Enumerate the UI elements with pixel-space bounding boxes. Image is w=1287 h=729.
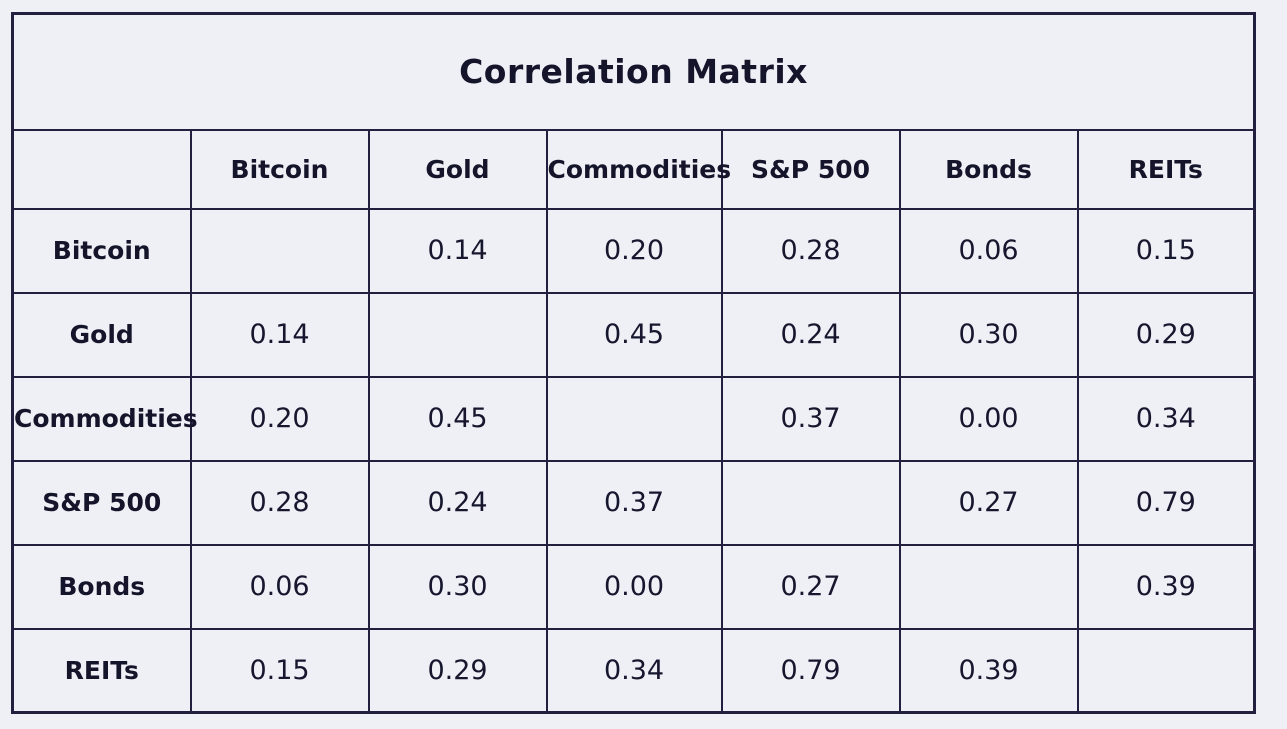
matrix-cell: 0.06	[898, 207, 1079, 294]
table-row: Commodities 0.20 0.45 0.37 0.00 0.34	[11, 375, 1256, 462]
column-header-bonds: Bonds	[898, 128, 1079, 210]
matrix-cell: 0.27	[898, 459, 1079, 546]
matrix-cell: 0.79	[720, 627, 901, 714]
matrix-cell: 0.28	[720, 207, 901, 294]
matrix-cell: 0.20	[545, 207, 723, 294]
row-label-reits: REITs	[11, 627, 192, 714]
matrix-cell: 0.30	[898, 291, 1079, 378]
matrix-cell: 0.37	[720, 375, 901, 462]
table-row: S&P 500 0.28 0.24 0.37 0.27 0.79	[11, 459, 1256, 546]
column-header-commodities: Commodities	[545, 128, 731, 210]
matrix-cell: 0.34	[545, 627, 723, 714]
matrix-cell: 0.20	[189, 375, 370, 462]
matrix-cell: 0.45	[367, 375, 548, 462]
matrix-cell-diagonal	[898, 543, 1079, 630]
matrix-cell: 0.15	[1076, 207, 1256, 294]
matrix-cell: 0.29	[367, 627, 548, 714]
matrix-cell: 0.39	[1076, 543, 1256, 630]
correlation-matrix-table: Correlation Matrix Bitcoin Gold Commodit…	[11, 12, 1257, 714]
table-row: Bonds 0.06 0.30 0.00 0.27 0.39	[11, 543, 1256, 630]
column-header-blank	[11, 128, 192, 210]
matrix-cell: 0.79	[1076, 459, 1256, 546]
column-header-sp500: S&P 500	[720, 128, 901, 210]
row-label-commodities: Commodities	[11, 375, 198, 462]
table-row: Gold 0.14 0.45 0.24 0.30 0.29	[11, 291, 1256, 378]
matrix-cell-diagonal	[720, 459, 901, 546]
matrix-cell: 0.14	[367, 207, 548, 294]
column-header-bitcoin: Bitcoin	[189, 128, 370, 210]
matrix-cell: 0.45	[545, 291, 723, 378]
matrix-cell: 0.27	[720, 543, 901, 630]
matrix-cell-diagonal	[1076, 627, 1256, 714]
row-label-sp500: S&P 500	[11, 459, 192, 546]
table-row: REITs 0.15 0.29 0.34 0.79 0.39	[11, 627, 1256, 714]
matrix-cell: 0.00	[545, 543, 723, 630]
matrix-cell: 0.14	[189, 291, 370, 378]
matrix-cell: 0.24	[720, 291, 901, 378]
matrix-cell: 0.15	[189, 627, 370, 714]
row-label-bitcoin: Bitcoin	[11, 207, 192, 294]
matrix-cell: 0.28	[189, 459, 370, 546]
matrix-cell-diagonal	[189, 207, 370, 294]
matrix-cell: 0.00	[898, 375, 1079, 462]
column-header-gold: Gold	[367, 128, 548, 210]
matrix-cell-diagonal	[367, 291, 548, 378]
matrix-cell: 0.30	[367, 543, 548, 630]
column-header-reits: REITs	[1076, 128, 1256, 210]
matrix-cell: 0.37	[545, 459, 723, 546]
table-row: Bitcoin 0.14 0.20 0.28 0.06 0.15	[11, 207, 1256, 294]
matrix-cell: 0.06	[189, 543, 370, 630]
row-label-bonds: Bonds	[11, 543, 192, 630]
matrix-cell: 0.34	[1076, 375, 1256, 462]
table-title: Correlation Matrix	[11, 12, 1256, 131]
matrix-cell-diagonal	[545, 375, 723, 462]
row-label-gold: Gold	[11, 291, 192, 378]
matrix-cell: 0.39	[898, 627, 1079, 714]
matrix-cell: 0.29	[1076, 291, 1256, 378]
matrix-cell: 0.24	[367, 459, 548, 546]
